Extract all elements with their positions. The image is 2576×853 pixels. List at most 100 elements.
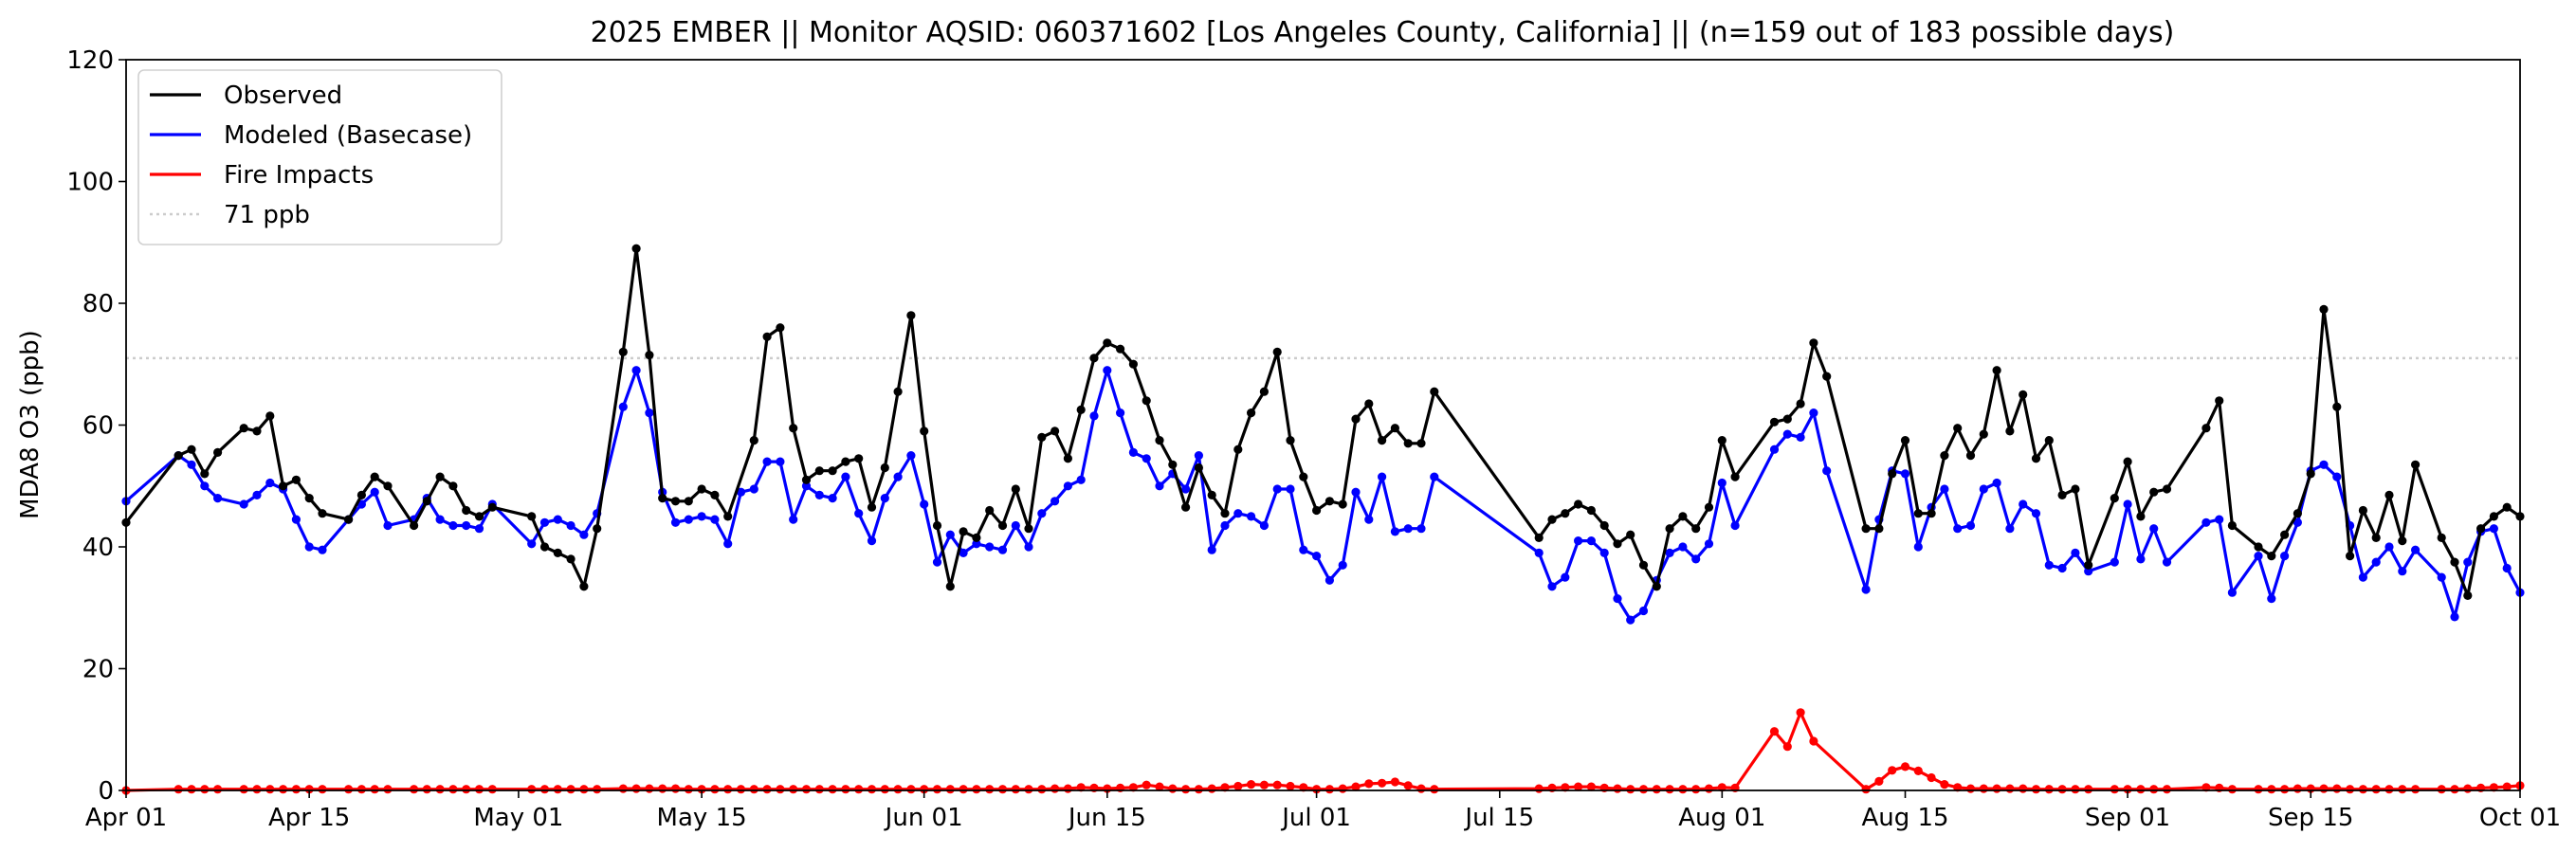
data-point <box>2332 472 2342 481</box>
data-point <box>2031 785 2041 794</box>
data-point <box>959 527 968 536</box>
data-point <box>1247 512 1256 521</box>
data-point <box>1299 472 1308 481</box>
data-point <box>566 554 575 564</box>
data-point <box>1561 509 1570 518</box>
data-point <box>945 785 955 794</box>
data-point <box>1351 782 1361 791</box>
data-point <box>2489 524 2498 534</box>
data-point <box>1155 481 1164 491</box>
data-point <box>2123 457 2132 466</box>
data-point <box>1338 499 1347 509</box>
data-point <box>1561 572 1570 582</box>
data-point <box>2084 567 2093 576</box>
data-point <box>2450 612 2459 622</box>
data-point <box>2057 785 2067 794</box>
data-point <box>1730 520 1740 531</box>
data-point <box>2346 785 2355 794</box>
data-point <box>2084 560 2093 570</box>
data-point <box>2123 499 2132 509</box>
data-point <box>972 785 981 794</box>
data-point <box>344 515 354 524</box>
data-point <box>1128 447 1138 457</box>
data-point <box>462 785 471 794</box>
x-tick-label: Jul 01 <box>1280 804 1351 832</box>
data-point <box>435 472 445 481</box>
data-point <box>2110 785 2119 794</box>
data-point <box>1940 780 1949 789</box>
data-point <box>2502 563 2512 573</box>
legend-label-observed: Observed <box>224 82 342 110</box>
data-point <box>1233 509 1243 518</box>
data-point <box>828 494 837 503</box>
data-point <box>749 484 758 494</box>
data-point <box>187 460 196 469</box>
data-point <box>356 490 366 500</box>
data-point <box>2463 557 2473 567</box>
data-point <box>2031 509 2041 518</box>
data-point <box>2411 460 2421 469</box>
data-point <box>1351 487 1361 497</box>
data-point <box>1364 515 1374 524</box>
data-point <box>474 524 484 534</box>
data-point <box>2293 509 2302 518</box>
data-point <box>2502 782 2512 791</box>
data-point <box>1613 594 1622 604</box>
data-point <box>187 445 196 454</box>
data-point <box>1769 445 1780 454</box>
data-point <box>1286 436 1295 445</box>
data-point <box>2031 454 2041 463</box>
data-point <box>2319 784 2329 793</box>
data-point <box>1011 484 1020 494</box>
data-point <box>2123 785 2132 794</box>
y-tick-label: 100 <box>66 169 114 197</box>
data-point <box>906 785 916 794</box>
data-point <box>448 520 458 531</box>
data-point <box>213 447 223 457</box>
data-point <box>462 520 471 531</box>
data-point <box>723 539 733 549</box>
data-point <box>435 515 445 524</box>
data-point <box>1704 502 1714 512</box>
data-point <box>749 436 758 445</box>
data-point <box>213 494 223 503</box>
data-point <box>370 472 379 481</box>
data-point <box>2057 490 2067 500</box>
data-point <box>579 785 589 794</box>
data-point <box>1103 338 1112 348</box>
data-point <box>2384 542 2394 552</box>
data-point <box>1168 784 1178 793</box>
data-point <box>2227 785 2237 794</box>
data-point <box>1378 778 1387 788</box>
data-point <box>2280 530 2290 539</box>
data-point <box>710 490 720 500</box>
data-point <box>1665 524 1674 534</box>
data-point <box>187 785 196 794</box>
data-point <box>972 539 981 549</box>
data-point <box>1691 524 1701 534</box>
data-point <box>1913 509 1923 518</box>
data-point <box>1678 785 1688 794</box>
data-point <box>985 542 995 552</box>
data-point <box>1965 784 1976 793</box>
data-point <box>1378 436 1387 445</box>
data-point <box>1965 451 1976 461</box>
data-point <box>2019 390 2028 399</box>
data-point <box>2358 572 2367 582</box>
data-point <box>383 520 393 531</box>
data-point <box>1638 560 1649 570</box>
data-point <box>2071 484 2080 494</box>
data-point <box>618 402 628 411</box>
data-point <box>1599 548 1609 558</box>
data-point <box>1390 424 1399 433</box>
data-point <box>1207 545 1216 554</box>
data-point <box>880 785 889 794</box>
data-point <box>1913 766 1923 776</box>
data-point <box>1338 784 1347 793</box>
data-point <box>383 481 393 491</box>
data-point <box>710 785 720 794</box>
data-point <box>1194 451 1203 461</box>
legend-label-fire-impacts: Fire Impacts <box>224 161 374 190</box>
data-point <box>252 785 262 794</box>
data-point <box>2254 542 2263 552</box>
